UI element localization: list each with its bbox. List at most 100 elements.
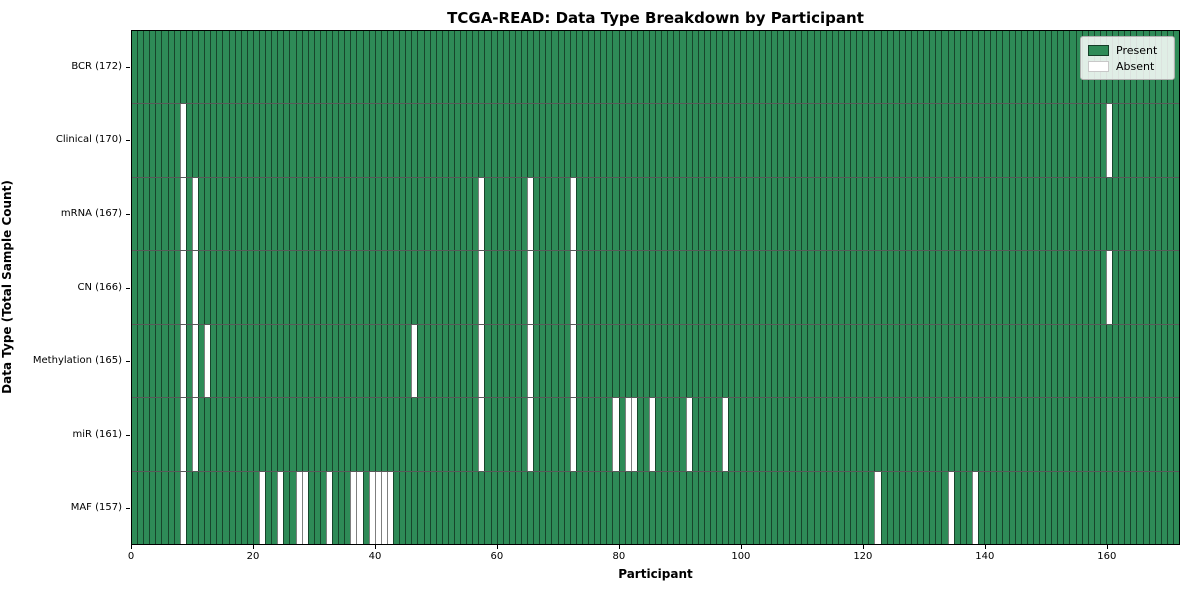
present-cell [326,251,333,324]
present-cell [453,471,461,544]
present-cell [886,104,893,177]
present-cell [1173,324,1180,398]
present-cell [344,104,351,177]
present-cell [399,398,406,471]
present-cell [258,251,266,324]
present-cell [856,31,863,104]
present-cell [265,471,272,544]
present-cell [508,104,515,177]
absent-cell [722,398,729,471]
present-cell [971,251,979,324]
present-cell [563,177,570,251]
heatmap-row-mrna [132,177,1180,252]
present-cell [350,398,357,471]
present-cell [429,471,436,544]
x-tick-mark [374,545,376,549]
present-cell [313,471,320,544]
present-cell [380,104,387,177]
present-cell [636,177,643,251]
x-tick-mark [496,545,498,549]
present-cell [965,398,972,471]
present-cell [722,251,729,324]
present-cell [326,177,333,251]
present-cell [722,104,729,177]
present-cell [368,177,375,251]
present-cell [466,177,473,251]
present-cell [514,177,521,251]
present-cell [356,324,363,398]
present-cell [222,324,229,398]
present-cell [917,251,924,324]
present-cell [575,471,582,544]
present-cell [880,251,887,324]
present-cell [234,104,241,177]
present-cell [661,398,668,471]
present-cell [191,31,199,104]
present-cell [350,31,357,104]
present-cell [886,177,893,251]
present-cell [679,471,686,544]
present-cell [441,324,448,398]
present-cell [752,398,759,471]
present-cell [319,177,326,251]
present-cell [1081,324,1088,398]
absent-cell [1106,104,1113,177]
present-cell [338,104,345,177]
present-cell [1045,177,1052,251]
present-cell [508,31,515,104]
present-cell [1032,324,1039,398]
present-cell [581,251,589,324]
present-cell [258,31,266,104]
present-cell [795,251,802,324]
present-cell [795,31,802,104]
present-cell [953,398,960,471]
y-tick-label: CN (166) [77,281,122,293]
present-cell [1026,251,1033,324]
present-cell [911,31,918,104]
present-cell [947,251,954,324]
present-cell [959,104,966,177]
present-cell [813,177,820,251]
present-cell [740,104,747,177]
present-cell [435,471,442,544]
present-cell [1124,398,1131,471]
present-cell [709,104,716,177]
present-cell [594,251,601,324]
absent-cell [478,177,485,251]
present-cell [575,251,582,324]
present-cell [600,31,607,104]
present-cell [185,398,192,471]
present-cell [917,398,924,471]
present-cell [216,104,223,177]
absent-cell [179,251,186,324]
present-cell [326,31,333,104]
present-cell [880,104,887,177]
present-cell [837,104,844,177]
present-cell [709,471,716,544]
present-cell [332,104,339,177]
present-cell [606,104,613,177]
present-cell [283,31,290,104]
present-cell [679,324,686,398]
present-cell [843,324,851,398]
present-cell [874,324,881,398]
present-cell [277,104,284,177]
present-cell [1136,251,1143,324]
present-cell [453,31,461,104]
absent-cell [527,324,534,398]
present-cell [606,471,613,544]
present-cell [210,31,217,104]
present-cell [600,471,607,544]
present-cell [258,104,266,177]
present-cell [575,324,582,398]
present-cell [1026,398,1033,471]
present-cell [1142,324,1149,398]
present-cell [965,177,972,251]
present-cell [703,324,710,398]
present-cell [1142,177,1149,251]
present-cell [843,104,851,177]
present-cell [624,31,631,104]
present-cell [319,398,326,471]
present-cell [277,177,284,251]
present-cell [338,31,345,104]
